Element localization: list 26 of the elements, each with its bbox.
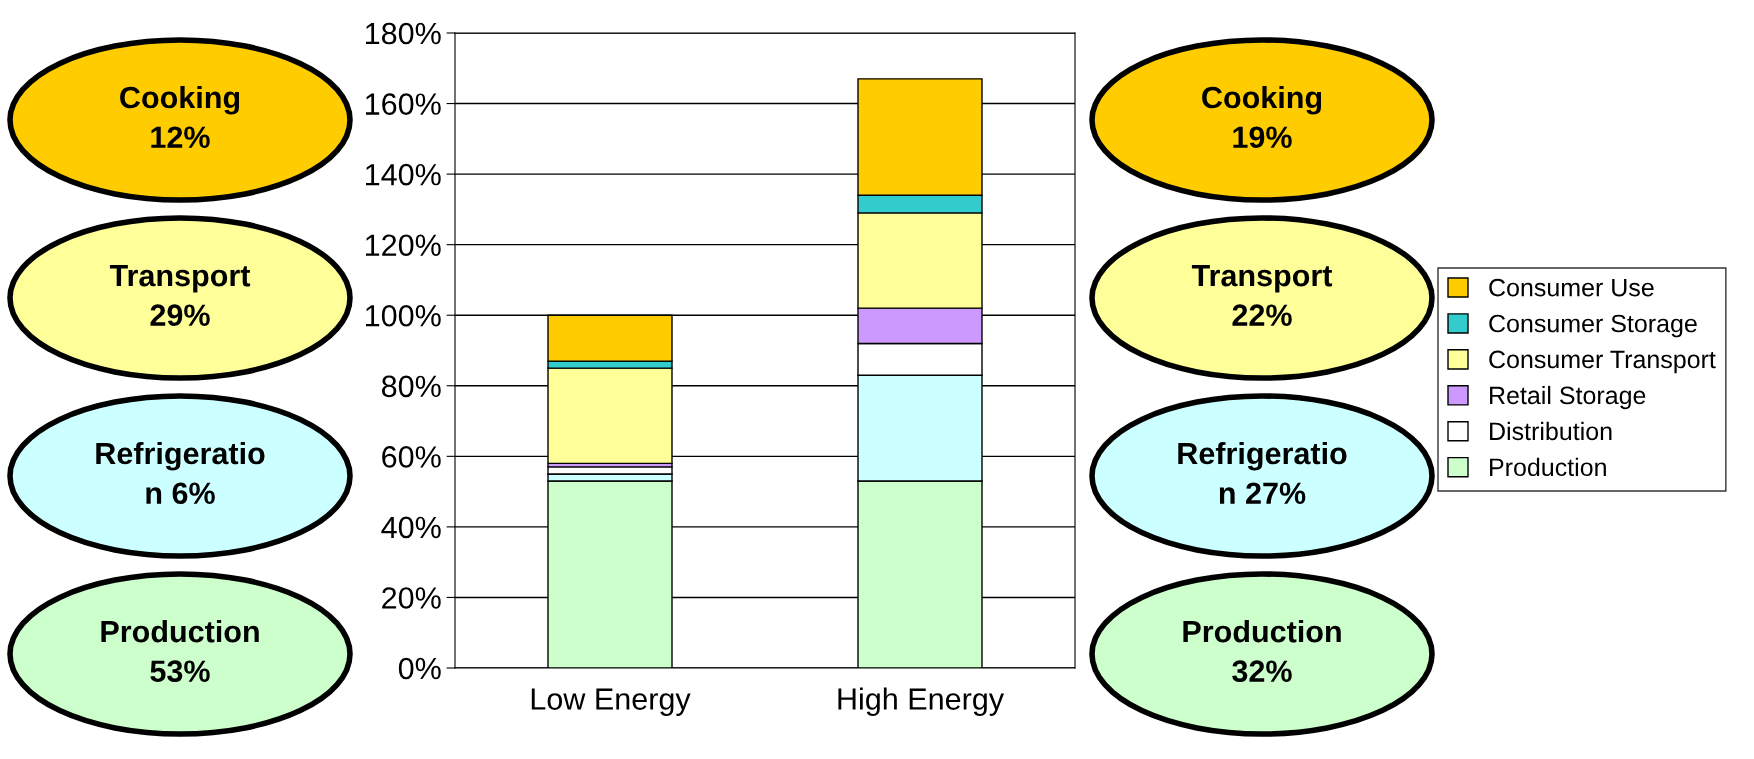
y-tick-label: 180% [365,22,441,45]
y-tick-label: 20% [382,587,441,609]
legend-label: Consumer Use [1489,278,1654,297]
y-tick-label: 40% [381,516,441,539]
legend-label: Distribution [1490,421,1612,441]
legend-label: Production [1490,457,1606,477]
y-tick-label: 120% [365,234,441,257]
legend-label: Retail Storage [1490,385,1646,410]
text: Transport 22% [1191,265,1333,326]
y-tick-label: 60% [382,446,441,468]
legend-label: Consumer Transport [1489,350,1716,374]
y-tick-label: 140% [365,163,441,186]
legend-label: Consumer Storage [1489,314,1697,338]
text: Production 53% [101,619,259,683]
x-tick-label: Low Energy [531,688,691,716]
text: Cooking 12% [120,85,240,148]
x-tick-label: High Energy [838,687,1005,716]
text: Transport 29% [109,265,251,326]
y-tick-label: 160% [365,93,441,115]
y-tick-label: 100% [365,304,441,327]
text: Cooking 19% [1202,85,1322,149]
y-tick-label: 80% [381,375,441,398]
text: Refrigeratio n 6% [96,441,265,505]
text: Refrigeratio n 27% [1178,441,1347,504]
y-tick-label: 0% [398,657,441,680]
text: Production 32% [1183,619,1341,683]
